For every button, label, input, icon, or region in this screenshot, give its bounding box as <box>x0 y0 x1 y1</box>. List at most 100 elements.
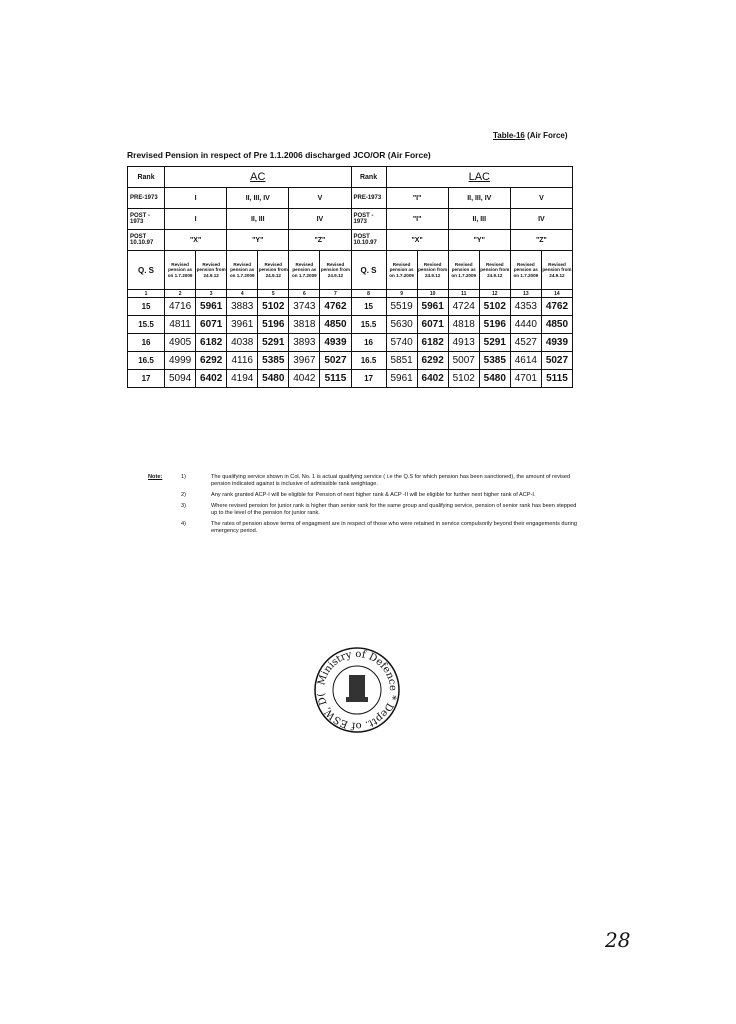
pension-cell: 5385 <box>257 351 290 370</box>
pension-cell: 5027 <box>319 351 352 370</box>
note-label: Note: <box>148 474 163 480</box>
lac-header: LAC <box>385 166 574 188</box>
pension-cell: 3883 <box>226 297 259 316</box>
pension-cell: 3743 <box>288 297 321 316</box>
table-row: 15.5 4811 6071 3961 5196 3818 4850 15.5 5630 6071… <box>126 315 574 334</box>
column-header: Revised pension from 24.9.12 <box>319 250 352 290</box>
pension-cell: 5102 <box>478 297 511 316</box>
pension-cell: 3961 <box>226 315 259 334</box>
rank-header: Rank <box>126 166 166 188</box>
pension-cell: 5385 <box>478 351 511 370</box>
column-header: Revised pension from 24.9.12 <box>540 250 574 290</box>
pension-cell: 4701 <box>509 369 542 388</box>
note-number: 2) <box>181 492 186 498</box>
pension-cell: 5196 <box>478 315 511 334</box>
column-number: 7 <box>319 289 352 298</box>
pension-cell: 5480 <box>257 369 290 388</box>
column-number: 12 <box>478 289 511 298</box>
pension-cell: 4999 <box>164 351 197 370</box>
note-number: 1) <box>181 474 186 480</box>
column-number: 14 <box>540 289 574 298</box>
qs-cell: 15 <box>126 297 166 316</box>
pension-cell: 5851 <box>385 351 418 370</box>
rank-group-row: POST - 1973 I II, III IV POST - 1973 "I" II, I… <box>126 208 574 230</box>
rank-group-row: PRE-1973 I II, III, IV V PRE-1973 "I" II, III,… <box>126 187 574 209</box>
pension-cell: 5519 <box>385 297 418 316</box>
pension-cell: 5961 <box>385 369 418 388</box>
pension-cell: 4762 <box>540 297 574 316</box>
column-number: 9 <box>385 289 418 298</box>
pension-cell: 5630 <box>385 315 418 334</box>
pension-cell: 4116 <box>226 351 259 370</box>
pension-cell: 6402 <box>416 369 449 388</box>
note-item: 4) The rates of pension above terms of en… <box>148 521 578 535</box>
pension-cell: 3818 <box>288 315 321 334</box>
qs-cell: 16.5 <box>350 351 387 370</box>
pension-cell: 5094 <box>164 369 197 388</box>
column-header: Revised pension as on 1.7.2009 <box>164 250 197 290</box>
pension-cell: 5480 <box>478 369 511 388</box>
pension-cell: 6292 <box>195 351 228 370</box>
pension-cell: 5115 <box>319 369 352 388</box>
column-header: Revised pension as on 1.7.2009 <box>447 250 480 290</box>
table-row: 17 5094 6402 4194 5480 4042 5115 17 5961 6402 5102… <box>126 369 574 388</box>
period-label: POST 10.10.97 <box>350 229 387 251</box>
qs-cell: 16 <box>350 333 387 352</box>
note-label <box>148 492 181 499</box>
pension-cell: 4818 <box>447 315 480 334</box>
ac-group: "Y" <box>226 229 290 251</box>
pension-cell: 6071 <box>416 315 449 334</box>
pension-cell: 6292 <box>416 351 449 370</box>
table-suffix: (Air Force) <box>524 131 568 140</box>
note-number: 4) <box>181 521 186 527</box>
column-header: Revised pension as on 1.7.2009 <box>385 250 418 290</box>
table-number: Table-16 <box>493 131 525 140</box>
pension-cell: 4038 <box>226 333 259 352</box>
pension-cell: 4939 <box>540 333 574 352</box>
period-label: POST - 1973 <box>126 208 166 230</box>
qs-header: Q. S <box>350 250 387 290</box>
period-label: POST - 1973 <box>350 208 387 230</box>
pension-cell: 4850 <box>319 315 352 334</box>
pension-cell: 4913 <box>447 333 480 352</box>
ac-group: "Z" <box>288 229 352 251</box>
note-text: Where revised pension for junior rank is… <box>211 503 577 516</box>
column-number: 6 <box>288 289 321 298</box>
ac-header: AC <box>164 166 352 188</box>
lac-group: II, III <box>447 208 511 230</box>
pension-cell: 4811 <box>164 315 197 334</box>
pension-cell: 4353 <box>509 297 542 316</box>
pension-cell: 5291 <box>478 333 511 352</box>
pension-cell: 4194 <box>226 369 259 388</box>
lac-group: "I" <box>385 208 449 230</box>
qs-cell: 17 <box>350 369 387 388</box>
pension-cell: 5102 <box>447 369 480 388</box>
period-label: POST 10.10.97 <box>126 229 166 251</box>
period-label: PRE-1973 <box>350 187 387 209</box>
pension-cell: 4762 <box>319 297 352 316</box>
lac-group: "Z" <box>509 229 574 251</box>
qs-header: Q. S <box>126 250 166 290</box>
pension-cell: 5196 <box>257 315 290 334</box>
qs-cell: 17 <box>126 369 166 388</box>
column-number: 8 <box>350 289 387 298</box>
pension-cell: 4850 <box>540 315 574 334</box>
pension-cell: 5007 <box>447 351 480 370</box>
page-number: 28 <box>605 928 631 952</box>
ac-group: "X" <box>164 229 228 251</box>
ac-group: V <box>288 187 352 209</box>
qs-cell: 16 <box>126 333 166 352</box>
ac-group: II, III <box>226 208 290 230</box>
column-number-row: 1 2 3 4 5 6 7 8 9 10 11 12 13 14 <box>126 289 574 298</box>
pension-cell: 4527 <box>509 333 542 352</box>
pension-cell: 5961 <box>416 297 449 316</box>
pension-cell: 6071 <box>195 315 228 334</box>
notes-section: Note: 1) The qualifying service shown in C… <box>148 474 578 539</box>
qs-cell: 15.5 <box>350 315 387 334</box>
table-row: 16 4905 6182 4038 5291 3893 4939 16 5740 6182 4913… <box>126 333 574 352</box>
column-number: 2 <box>164 289 197 298</box>
pension-cell: 5291 <box>257 333 290 352</box>
pension-cell: 4614 <box>509 351 542 370</box>
column-header: Revised pension as on 1.7.2009 <box>509 250 542 290</box>
column-header-row: Q. S Revised pension as on 1.7.2009 Revise… <box>126 250 574 290</box>
